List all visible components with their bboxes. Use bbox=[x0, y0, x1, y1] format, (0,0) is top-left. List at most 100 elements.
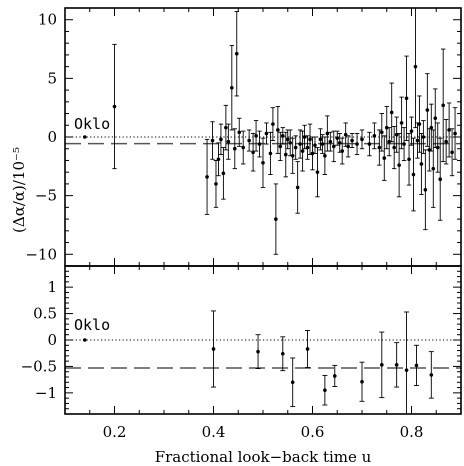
top-data-point bbox=[232, 128, 237, 170]
top-data-point bbox=[429, 103, 434, 152]
top-marker bbox=[232, 146, 237, 151]
top-marker bbox=[438, 177, 443, 182]
top-marker bbox=[407, 157, 411, 162]
bot-marker bbox=[305, 347, 310, 351]
top-data-point bbox=[425, 73, 430, 147]
bot-data-point bbox=[359, 361, 365, 402]
x-axis-title: Fractional look−back time u bbox=[155, 448, 372, 466]
top-data-point bbox=[349, 133, 355, 149]
bot-y-tick-label: 0 bbox=[47, 331, 57, 349]
top-data-point bbox=[283, 131, 288, 178]
top-data-point bbox=[264, 122, 269, 145]
top-marker bbox=[389, 110, 394, 115]
bot-data-point bbox=[428, 351, 434, 399]
top-data-point bbox=[411, 137, 416, 212]
top-data-point bbox=[315, 147, 320, 198]
top-data-point bbox=[295, 161, 300, 214]
top-data-point bbox=[335, 130, 340, 146]
top-data-point bbox=[213, 160, 219, 208]
top-data-point bbox=[391, 125, 397, 170]
top-marker bbox=[380, 130, 384, 135]
top-data-point bbox=[417, 95, 422, 153]
top-marker bbox=[305, 145, 310, 150]
top-marker bbox=[221, 171, 226, 176]
top-y-tick-label: 10 bbox=[38, 11, 57, 29]
top-data-point bbox=[216, 142, 221, 177]
bot-data-point bbox=[305, 330, 311, 368]
top-marker bbox=[290, 153, 295, 158]
top-data-point bbox=[331, 130, 336, 163]
top-marker bbox=[219, 137, 223, 142]
top-marker bbox=[413, 64, 418, 69]
top-data-point bbox=[367, 131, 372, 157]
top-marker bbox=[234, 51, 239, 56]
top-marker bbox=[205, 175, 209, 179]
top-data-point bbox=[275, 106, 281, 154]
top-marker bbox=[323, 153, 327, 158]
top-data-point bbox=[337, 133, 342, 153]
x-tick-label: 0.2 bbox=[103, 423, 127, 441]
bot-data-point bbox=[255, 334, 261, 369]
top-data-point bbox=[384, 106, 389, 150]
bottom-panel-ticks: 0.2 0.4 0.6 0.8 −1 −0.5 0 0.5 1 bbox=[21, 265, 462, 441]
top-data-point bbox=[443, 118, 449, 165]
top-marker bbox=[435, 145, 440, 150]
top-marker bbox=[425, 108, 430, 112]
top-data-point bbox=[318, 128, 323, 151]
top-data-point bbox=[273, 183, 279, 255]
top-marker bbox=[417, 122, 422, 126]
top-marker bbox=[298, 142, 302, 146]
top-marker bbox=[264, 131, 269, 136]
top-marker bbox=[411, 172, 416, 177]
bot-marker bbox=[323, 388, 327, 393]
top-marker bbox=[224, 125, 228, 130]
top-marker bbox=[429, 125, 434, 130]
x-tick-label: 0.8 bbox=[400, 423, 424, 441]
top-data-point bbox=[218, 123, 224, 156]
bot-data-point bbox=[404, 311, 410, 414]
bottom-panel: 0.2 0.4 0.6 0.8 −1 −0.5 0 0.5 1 Oklo bbox=[21, 265, 462, 441]
top-data-point bbox=[343, 122, 348, 147]
top-marker bbox=[441, 103, 445, 108]
top-marker bbox=[453, 131, 457, 136]
top-y-tick-label: −10 bbox=[25, 245, 57, 263]
top-data-point bbox=[112, 43, 117, 170]
top-data-point bbox=[406, 133, 412, 186]
top-marker bbox=[409, 129, 414, 133]
top-data-point bbox=[290, 137, 295, 174]
top-data-point bbox=[379, 113, 384, 152]
top-data-point bbox=[399, 96, 404, 150]
top-marker bbox=[377, 145, 382, 150]
top-data-point bbox=[401, 127, 407, 161]
top-marker bbox=[237, 130, 242, 135]
top-data-point bbox=[421, 120, 426, 154]
top-marker bbox=[83, 135, 87, 139]
top-data-point bbox=[305, 135, 310, 160]
bot-marker bbox=[83, 338, 87, 342]
top-data-point bbox=[285, 129, 290, 150]
top-marker bbox=[293, 145, 298, 150]
top-marker bbox=[382, 156, 387, 160]
top-marker bbox=[226, 139, 231, 144]
top-marker bbox=[241, 145, 245, 150]
top-marker bbox=[247, 138, 251, 143]
top-data-point bbox=[449, 128, 455, 177]
top-data-point bbox=[241, 130, 246, 165]
top-data-point bbox=[297, 129, 303, 159]
bot-marker bbox=[290, 380, 295, 385]
bot-marker bbox=[332, 374, 337, 378]
top-marker bbox=[261, 161, 265, 165]
top-data-point bbox=[280, 127, 285, 145]
top-panel: −10 −5 0 5 10 Oklo bbox=[25, 7, 462, 267]
top-y-tick-label: 0 bbox=[47, 128, 57, 146]
top-marker bbox=[257, 142, 262, 146]
top-data-point bbox=[359, 129, 365, 150]
top-data-point bbox=[253, 120, 259, 152]
top-data-point bbox=[389, 82, 394, 143]
top-data-point bbox=[328, 131, 333, 152]
top-marker bbox=[285, 137, 290, 142]
top-marker bbox=[335, 136, 340, 140]
top-marker bbox=[355, 142, 359, 146]
top-data-point bbox=[387, 127, 392, 157]
